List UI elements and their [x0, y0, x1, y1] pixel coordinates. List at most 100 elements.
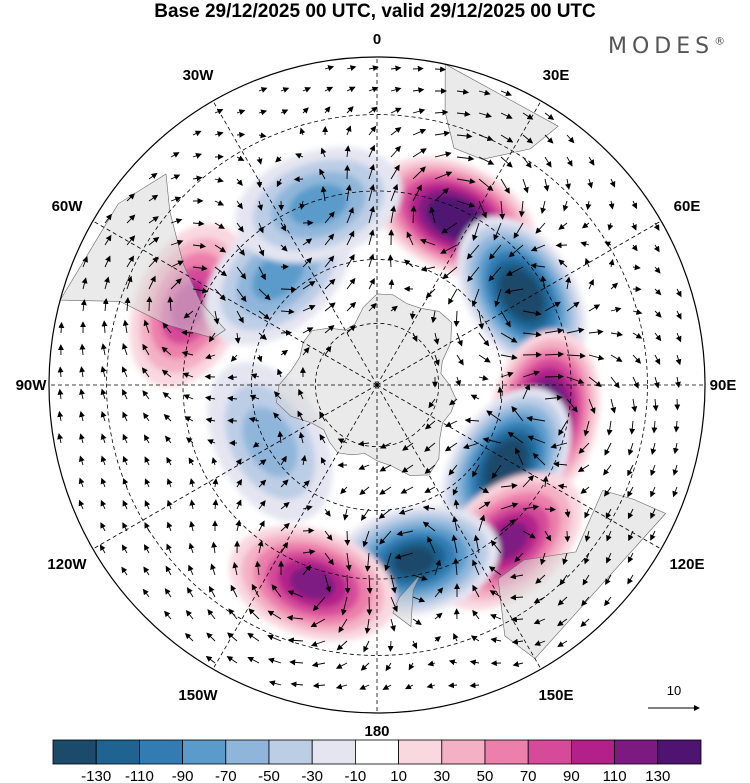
wind-vector [610, 354, 623, 362]
wind-vector [500, 332, 518, 343]
wind-vector [324, 86, 334, 93]
wind-vector [170, 152, 180, 158]
wind-vector [424, 442, 436, 452]
wind-vector [183, 310, 194, 319]
wind-vector [258, 244, 265, 257]
wind-vector [99, 544, 106, 554]
anomaly-contour-band [393, 546, 436, 576]
wind-vector [214, 108, 224, 115]
wind-vector [500, 90, 512, 96]
wind-vector [385, 662, 392, 672]
wind-vector [654, 266, 661, 274]
wind-vector [192, 175, 203, 182]
wind-vector [629, 420, 636, 435]
wind-vector [185, 610, 194, 620]
wind-vector [448, 659, 458, 666]
wind-vector [170, 174, 181, 180]
wind-vector [344, 145, 351, 158]
wind-vector [422, 505, 436, 511]
wind-vector [258, 87, 268, 93]
wind-vector [236, 288, 247, 303]
wind-vector [346, 65, 357, 71]
wind-vector [360, 508, 370, 521]
colorbar-tick-label: 110 [603, 768, 627, 783]
wind-vector [302, 305, 316, 312]
colorbar-swatch [441, 739, 486, 765]
wind-vector [302, 257, 313, 268]
wind-vector [163, 414, 172, 422]
wind-vector [79, 410, 85, 422]
wind-vector [500, 371, 514, 378]
wind-vector [345, 184, 352, 202]
colorbar-tick-label: -90 [172, 768, 194, 783]
wind-vector [535, 574, 546, 584]
wind-vector [478, 178, 494, 191]
colorbar-swatch [398, 739, 443, 765]
wind-vector [511, 638, 524, 645]
wind-vector [122, 388, 128, 400]
colorbar-tick-label: 30 [433, 768, 450, 783]
colorbar-tick-label: 130 [645, 768, 670, 783]
wind-vector [257, 540, 264, 554]
wind-vector [236, 222, 244, 233]
wind-vector [542, 475, 549, 488]
wind-vector [472, 584, 480, 598]
wind-vector [324, 530, 333, 541]
wind-vector [588, 156, 595, 166]
wind-vector [610, 331, 624, 337]
wind-vector [192, 220, 205, 227]
wind-vector [456, 155, 475, 162]
wind-vector [126, 275, 133, 290]
wind-vector [558, 222, 568, 230]
wind-vector [342, 508, 349, 521]
wind-vector [412, 574, 428, 581]
wind-vector [565, 178, 571, 190]
wind-vector [324, 255, 335, 268]
wind-vector [364, 618, 371, 634]
wind-vector [214, 244, 227, 253]
wind-vector [405, 683, 414, 690]
wind-vector [406, 231, 414, 246]
wind-vector [412, 184, 422, 202]
wind-vector [324, 552, 334, 566]
wind-vector [445, 420, 458, 427]
wind-vector [455, 376, 462, 387]
wind-vector [250, 373, 260, 379]
wind-vector [494, 288, 502, 308]
wind-vector [584, 530, 591, 542]
wind-vector [434, 151, 452, 158]
wind-vector [390, 65, 402, 72]
wind-vector [368, 205, 375, 224]
wind-vector [434, 130, 451, 137]
wind-vector [267, 657, 282, 664]
wind-vector [627, 508, 634, 520]
wind-vector [211, 457, 218, 466]
wind-vector [126, 235, 136, 246]
wind-vector [566, 301, 580, 312]
wind-vector [441, 222, 458, 234]
wind-vector [440, 244, 458, 254]
wind-vector [580, 241, 590, 248]
wind-vector [227, 417, 238, 424]
wind-vector [472, 464, 480, 478]
wind-vector [578, 442, 590, 454]
wind-vector [564, 530, 571, 543]
brand-registered-mark: ® [714, 34, 726, 48]
wind-vector [368, 184, 375, 202]
wind-vector [280, 455, 287, 466]
wind-vector [280, 222, 287, 232]
wind-vector [320, 147, 327, 158]
wind-vector [335, 683, 348, 690]
wind-vector [248, 416, 260, 423]
wind-vector [280, 87, 290, 93]
wind-vector [212, 478, 219, 488]
anomaly-contour-band [436, 203, 474, 233]
wind-vector [338, 618, 348, 633]
wind-vector [555, 242, 568, 249]
wind-vector [189, 520, 196, 532]
wind-vector [236, 131, 246, 138]
wind-vector [544, 301, 561, 312]
wind-vector [144, 544, 150, 554]
wind-vector [676, 310, 682, 320]
wind-vector [628, 530, 634, 542]
